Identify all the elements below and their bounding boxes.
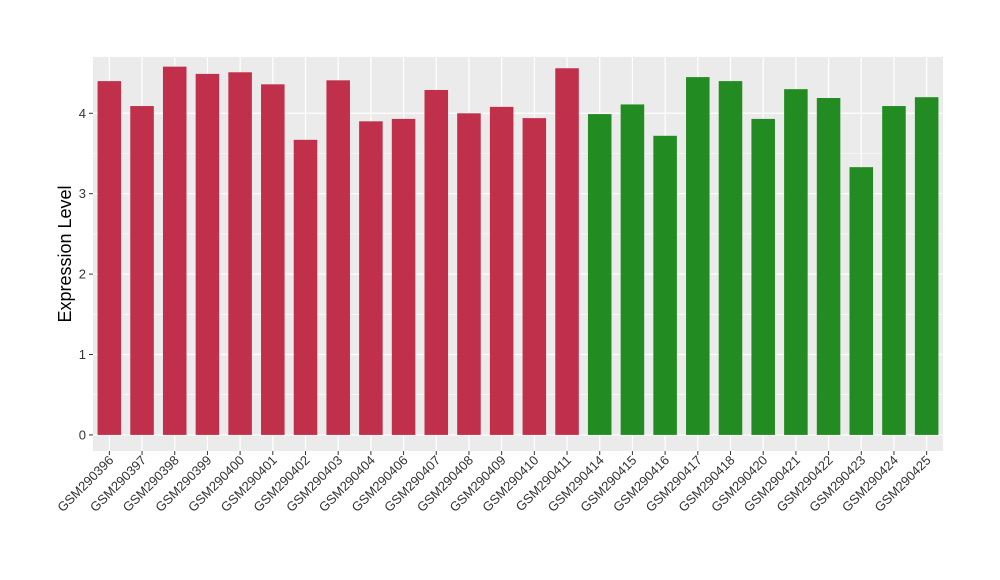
bar-GSM290421 [784, 89, 808, 435]
bar-GSM290407 [424, 89, 449, 435]
y-axis-title: Expression Level [55, 185, 75, 322]
y-tick-label: 4 [79, 106, 86, 121]
bar-GSM290424 [882, 106, 906, 435]
y-tick-label: 0 [79, 427, 86, 442]
bar-GSM290411 [555, 68, 579, 435]
bar-GSM290418 [718, 81, 743, 435]
bar-GSM290415 [620, 104, 645, 435]
plot-panel [93, 57, 943, 451]
y-tick-label: 3 [79, 186, 86, 201]
bar-GSM290406 [391, 118, 416, 435]
bar-GSM290408 [457, 113, 481, 435]
bar-GSM290396 [97, 81, 122, 435]
bar-GSM290400 [228, 72, 252, 435]
bar-GSM290423 [849, 167, 874, 435]
bar-GSM290410 [522, 118, 547, 435]
bar-GSM290399 [195, 73, 220, 435]
bar-GSM290398 [162, 66, 187, 435]
bar-GSM290409 [489, 106, 514, 435]
bar-GSM290420 [751, 118, 775, 435]
bar-GSM290416 [653, 135, 677, 435]
bar-GSM290397 [130, 106, 154, 435]
y-tick-label: 2 [79, 267, 86, 282]
y-tick-label: 1 [79, 347, 86, 362]
bar-GSM290404 [359, 121, 383, 435]
bar-GSM290425 [914, 97, 939, 435]
bar-GSM290402 [293, 139, 318, 435]
bar-GSM290422 [816, 98, 841, 435]
bar-GSM290414 [587, 114, 612, 435]
bar-GSM290403 [326, 80, 350, 435]
bar-GSM290401 [261, 84, 285, 435]
bar-GSM290417 [686, 77, 710, 435]
